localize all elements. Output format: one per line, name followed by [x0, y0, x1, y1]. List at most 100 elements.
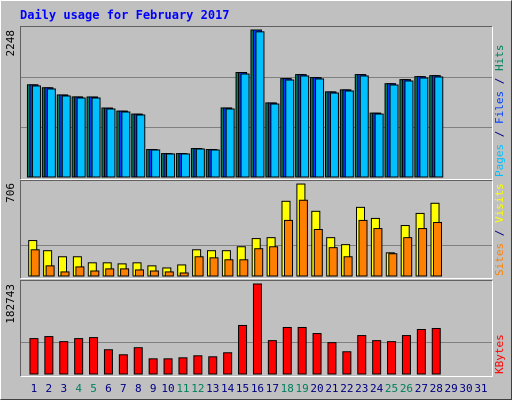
x-tick-label: 27 [415, 382, 428, 395]
bar [327, 342, 337, 375]
x-tick-label: 13 [206, 382, 219, 395]
bar [344, 90, 354, 178]
bar [46, 88, 56, 178]
bar [120, 268, 130, 277]
x-tick-label: 3 [60, 382, 67, 395]
x-tick-label: 6 [105, 382, 112, 395]
bar [403, 237, 413, 277]
bar [298, 199, 308, 277]
bar [254, 248, 264, 277]
x-tick-label: 17 [266, 382, 279, 395]
bar [121, 111, 131, 178]
bar [163, 358, 173, 375]
bar [433, 222, 442, 277]
bar [106, 108, 116, 178]
x-tick-label: 10 [161, 382, 174, 395]
x-tick-label: 26 [400, 382, 413, 395]
bar [149, 270, 159, 277]
bar [223, 352, 233, 375]
legend-separator: / [493, 71, 506, 91]
bar [210, 149, 220, 178]
bar [418, 228, 428, 277]
legend-separator: / [493, 124, 506, 144]
bar [374, 113, 384, 178]
bar [105, 268, 115, 277]
bar [240, 73, 250, 178]
bar [90, 270, 100, 277]
bar [358, 219, 368, 277]
bar [297, 326, 307, 375]
bar [357, 335, 367, 375]
x-tick-label: 31 [474, 382, 487, 395]
bar [136, 114, 146, 178]
bar [31, 85, 41, 178]
bar [178, 357, 188, 375]
bar [315, 78, 325, 178]
legend-entry: KBytes [493, 334, 506, 374]
bar [300, 75, 310, 178]
bar [208, 356, 218, 375]
x-tick-label: 14 [221, 382, 235, 395]
x-tick-label: 8 [135, 382, 142, 395]
x-tick-label: 16 [251, 382, 264, 395]
bar [269, 246, 279, 277]
bar [179, 272, 189, 277]
bar [270, 103, 280, 178]
x-tick-label: 23 [355, 382, 368, 395]
bar [193, 355, 203, 375]
bar [133, 347, 143, 375]
legend: Sites / Visits [493, 183, 506, 276]
bar [285, 79, 295, 178]
bar [404, 80, 414, 178]
bar [89, 337, 99, 375]
bar [29, 338, 39, 375]
bar [387, 341, 397, 375]
x-tick-label: 30 [459, 382, 472, 395]
x-tick-label: 1 [31, 382, 38, 395]
bar [151, 149, 161, 178]
legend-entry: Sites [493, 243, 506, 276]
bar [313, 229, 323, 277]
x-tick-label: 28 [430, 382, 443, 395]
x-tick-label: 20 [310, 382, 323, 395]
bar [44, 336, 54, 375]
bar [388, 253, 398, 277]
bar [372, 340, 382, 375]
x-tick-label: 12 [191, 382, 204, 395]
x-tick-label: 18 [281, 382, 294, 395]
legend-entry: Pages [493, 144, 506, 177]
legend: Pages / Files / Hits [493, 45, 506, 178]
bar [166, 153, 176, 178]
x-tick-label: 29 [445, 382, 458, 395]
bar [135, 269, 144, 277]
y-tick-label: 2248 [4, 30, 17, 57]
bar [255, 31, 265, 178]
bar [282, 326, 292, 375]
legend-entry: Files [493, 91, 506, 124]
x-tick-label: 7 [120, 382, 127, 395]
bar [431, 327, 441, 375]
bar [434, 76, 444, 178]
x-tick-label: 4 [75, 382, 82, 395]
y-tick-label: 182743 [4, 284, 17, 324]
x-tick-label: 5 [90, 382, 97, 395]
bar [225, 108, 235, 178]
bar [328, 247, 338, 277]
x-tick-label: 21 [325, 382, 338, 395]
legend-entry: Visits [493, 183, 506, 223]
x-tick-label: 11 [176, 382, 189, 395]
bar [30, 249, 40, 277]
bar [373, 228, 383, 277]
bar [312, 333, 322, 375]
x-tick-label: 22 [340, 382, 353, 395]
x-tick-label: 9 [150, 382, 157, 395]
bar [118, 354, 128, 375]
legend-entry: Hits [493, 45, 506, 72]
bar [416, 329, 426, 375]
bar [60, 271, 70, 277]
y-tick-label: 706 [4, 183, 17, 203]
bar [164, 271, 174, 277]
x-tick-label: 2 [46, 382, 53, 395]
legend: KBytes [493, 334, 506, 374]
